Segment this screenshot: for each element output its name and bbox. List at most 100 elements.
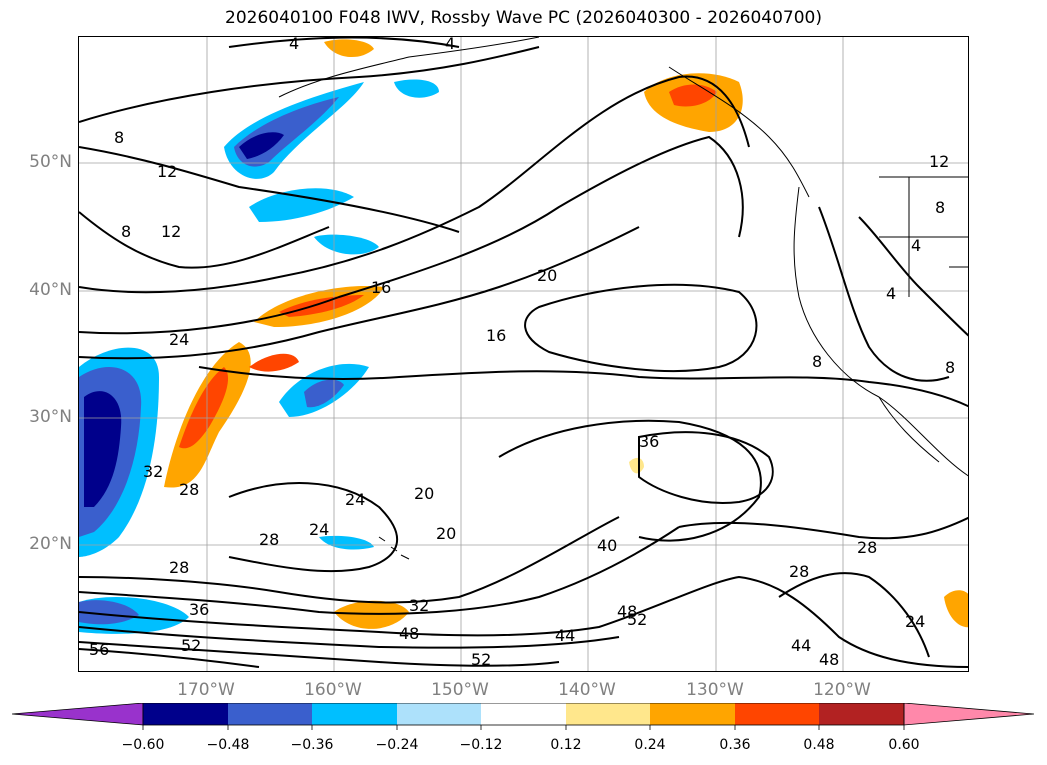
- contour-28-south: [228, 482, 399, 573]
- contour-label: 8: [945, 358, 955, 377]
- neg-anomaly-strip: [249, 188, 354, 222]
- neg-anomaly-small-5: [319, 535, 374, 550]
- contour-label: 32: [143, 462, 163, 481]
- contour-label: 16: [371, 278, 391, 297]
- colorbar-over-triangle: [903, 703, 1034, 726]
- colorbar-bin-neg-012: [481, 703, 566, 725]
- contour-label: 36: [639, 432, 659, 451]
- contour-label: 4: [445, 37, 455, 53]
- anomaly-shading: [79, 39, 968, 634]
- colorbar-bin-neg-036: [312, 703, 397, 725]
- colorbar-bin-pos-012: [566, 703, 650, 725]
- contour-label: 28: [169, 558, 189, 577]
- contour-label: 8: [935, 198, 945, 217]
- pos-anomaly-east-1: [249, 353, 299, 372]
- pos-anomaly-small-1: [324, 39, 374, 58]
- contour-8-north: [79, 46, 540, 123]
- contour-label: 8: [812, 352, 822, 371]
- pos-anomaly-jet-core: [279, 295, 364, 317]
- contour-label: 16: [486, 326, 506, 345]
- lon-label-170w: 170°W: [177, 680, 235, 700]
- contour-label: 20: [537, 266, 557, 285]
- contour-label: 52: [471, 650, 491, 669]
- contour-label: 20: [414, 484, 434, 503]
- contour-4-east: [858, 216, 968, 337]
- contour-label: 52: [627, 610, 647, 629]
- colorbar-tick-label: 0.36: [719, 737, 751, 753]
- lat-label-50n: 50°N: [29, 152, 72, 172]
- plot-title: 2026040100 F048 IWV, Rossby Wave PC (202…: [225, 8, 822, 28]
- contour-label-group: 4 8 12 8 12 4 12 8 4 4 16 20 24 16 8 36 …: [89, 37, 955, 669]
- contour-24-mid: [198, 366, 968, 408]
- colorbar-bin-neg-060: [143, 703, 228, 725]
- colorbar-tick-label: 0.48: [803, 737, 835, 753]
- contour-label: 48: [617, 602, 637, 621]
- neg-anomaly-gulf-deep: [239, 132, 284, 159]
- bc-coast: [668, 66, 810, 198]
- contour-20: [79, 135, 744, 335]
- us-west-coast: [793, 186, 968, 477]
- contour-52: [79, 641, 560, 667]
- pos-anomaly-subtropic-core: [179, 367, 229, 449]
- contour-28-east: [678, 516, 968, 540]
- contour-16: [79, 75, 750, 294]
- lon-label-130w: 130°W: [686, 680, 744, 700]
- contour-label: 52: [181, 636, 201, 655]
- contour-36-loop: [638, 431, 774, 504]
- contour-label: 48: [399, 624, 419, 643]
- contour-4-north: [228, 37, 460, 48]
- contour-label: 4: [886, 284, 896, 303]
- lon-label-150w: 150°W: [431, 680, 489, 700]
- coastlines: [278, 37, 968, 560]
- contour-label: 40: [597, 536, 617, 555]
- contour-label: 36: [189, 600, 209, 619]
- map-panel: 4 8 12 8 12 4 12 8 4 4 16 20 24 16 8 36 …: [78, 36, 969, 672]
- baja-coast: [878, 396, 940, 463]
- colorbar: [12, 703, 1034, 730]
- lat-label-40n: 40°N: [29, 280, 72, 300]
- lat-label-20n: 20°N: [29, 534, 72, 554]
- pos-anomaly-small-3: [629, 457, 644, 474]
- colorbar-tick-label: −0.24: [375, 737, 419, 753]
- lon-label-160w: 160°W: [304, 680, 362, 700]
- contour-32-south: [79, 516, 620, 604]
- alaska-coast: [278, 37, 540, 98]
- contour-48: [79, 626, 620, 649]
- colorbar-tick-label: −0.12: [459, 737, 503, 753]
- map-canvas: 4 8 12 8 12 4 12 8 4 4 16 20 24 16 8 36 …: [79, 37, 968, 671]
- contour-label: 24: [905, 612, 925, 631]
- colorbar-bin-neg-024: [397, 703, 481, 725]
- contour-label: 44: [555, 626, 575, 645]
- contour-12-loop: [79, 211, 330, 269]
- contour-label: 28: [857, 538, 877, 557]
- contour-label: 20: [436, 524, 456, 543]
- neg-anomaly-small-4: [79, 600, 139, 625]
- lon-label-120w: 120°W: [813, 680, 871, 700]
- contour-28-southeast: [778, 572, 930, 658]
- contour-label: 12: [161, 222, 181, 241]
- contour-40: [498, 419, 762, 542]
- contour-label: 8: [121, 222, 131, 241]
- contour-24: [79, 226, 640, 360]
- contour-label: 28: [789, 562, 809, 581]
- colorbar-bin-pos-024: [650, 703, 735, 725]
- contour-label: 8: [114, 128, 124, 147]
- contour-label: 24: [309, 520, 329, 539]
- graticule: [79, 37, 968, 671]
- colorbar-bin-pos-048: [819, 703, 904, 725]
- iwv-contours: [79, 37, 968, 668]
- neg-anomaly-small-1: [394, 79, 439, 98]
- colorbar-bin-neg-048: [228, 703, 312, 725]
- contour-label: 28: [259, 530, 279, 549]
- colorbar-tick-label: −0.36: [290, 737, 334, 753]
- contour-label: 28: [179, 480, 199, 499]
- colorbar-tick-label: 0.12: [550, 737, 582, 753]
- contour-label: 24: [345, 490, 365, 509]
- contour-44: [79, 575, 968, 668]
- contour-label: 32: [409, 596, 429, 615]
- colorbar-tick-label: 0.24: [634, 737, 666, 753]
- contour-8-east: [818, 206, 950, 382]
- contour-label: 44: [791, 636, 811, 655]
- contour-label: 56: [89, 640, 109, 659]
- contour-12-north: [79, 146, 460, 233]
